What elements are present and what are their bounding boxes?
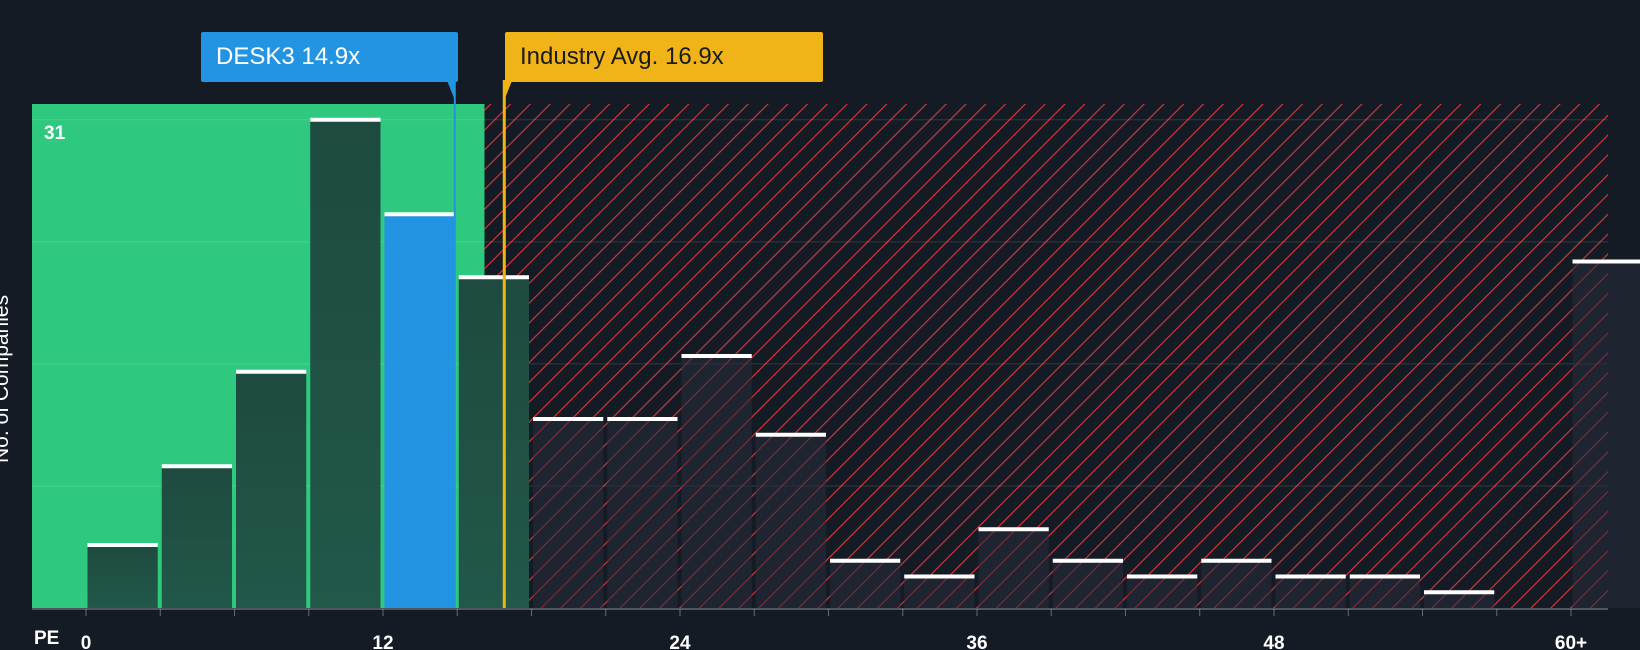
histogram-bar [87, 545, 158, 608]
histogram-bar [533, 419, 604, 608]
bar-cap [384, 212, 455, 217]
bar-cap [310, 117, 381, 122]
histogram-bar [1201, 560, 1272, 608]
bar-cap [87, 543, 158, 547]
histogram-bar [978, 529, 1049, 608]
histogram-bar [236, 371, 307, 608]
bar-cap [161, 464, 232, 469]
bar-cap [1052, 558, 1123, 563]
x-tick-label: 60+ [1555, 633, 1587, 650]
bar-cap [755, 432, 826, 437]
x-tick-label: 0 [81, 633, 92, 650]
bar-cap [1127, 574, 1198, 579]
x-tick-label: 12 [372, 633, 393, 650]
bar-cap [681, 354, 752, 358]
x-tick-label: 36 [966, 633, 987, 650]
industry-label-pointer [504, 80, 513, 100]
bar-cap [607, 417, 678, 421]
histogram-bar [1572, 261, 1640, 608]
industry-avg-label: Industry Avg. 16.9x [505, 32, 823, 82]
x-axis-title: PE [34, 628, 60, 649]
x-tick-label: 24 [669, 633, 691, 650]
bar-cap [1572, 259, 1640, 264]
y-max-label: 31 [44, 123, 66, 144]
bar-cap [830, 558, 901, 563]
bar-cap [978, 527, 1049, 532]
histogram-bar [384, 214, 455, 608]
bar-cap [1275, 574, 1346, 579]
histogram-bar [1052, 560, 1123, 608]
bar-cap [1201, 558, 1272, 563]
histogram-bar [681, 356, 752, 608]
bar-cap [1349, 574, 1420, 579]
histogram-bar [904, 576, 975, 608]
bar-cap [236, 369, 307, 374]
company-name: DESK3 [216, 43, 295, 70]
histogram-bar [1127, 576, 1198, 608]
histogram-bar [310, 119, 381, 608]
bar-cap [904, 574, 975, 579]
company-pe-value: 14.9x [301, 43, 361, 70]
histogram-bar [830, 560, 901, 608]
bar-cap [533, 417, 604, 421]
histogram-bar [161, 466, 232, 608]
bar-cap [458, 275, 529, 280]
y-axis-title: No. of Companies [0, 294, 13, 463]
company-pe-label: DESK3 14.9x [201, 32, 458, 82]
x-tick-label: 48 [1263, 633, 1284, 650]
histogram-bar [458, 277, 529, 608]
histogram-bar [607, 419, 678, 608]
histogram-bar [1349, 576, 1420, 608]
bar-cap [1424, 590, 1495, 595]
histogram-bar [1275, 576, 1346, 608]
company-label-pointer [446, 80, 455, 100]
histogram-bar [1424, 592, 1495, 608]
histogram-bar [755, 434, 826, 608]
